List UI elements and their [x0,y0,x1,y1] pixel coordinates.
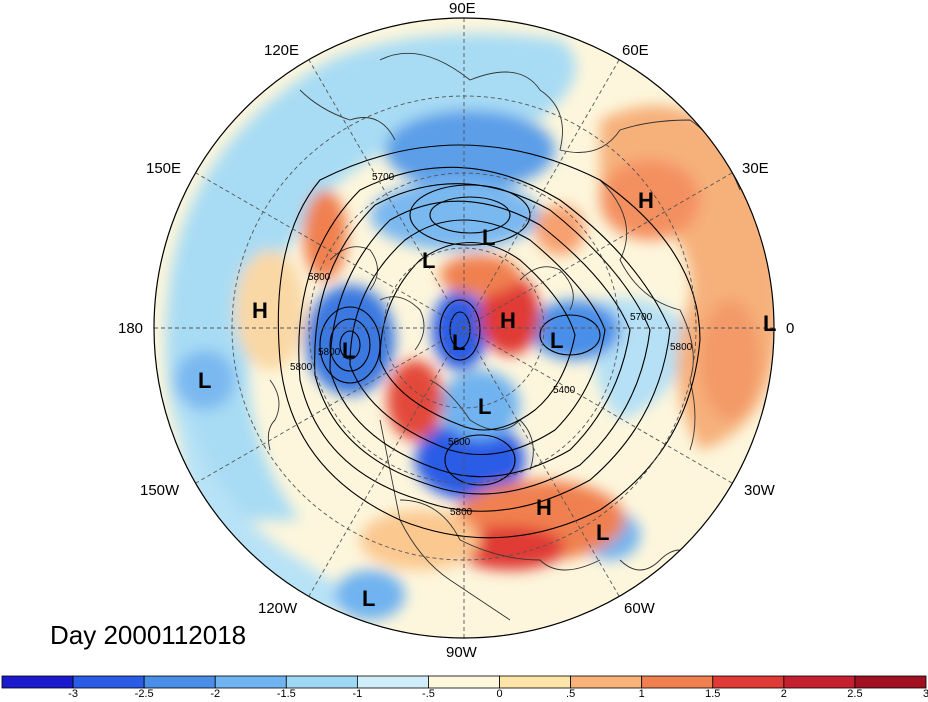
lon-label-0: 0 [786,320,795,337]
colorbar-swatch [712,675,785,689]
low-center-label: L [362,586,375,611]
contour-label: 5800 [318,347,341,358]
lon-label-30w: 30W [744,482,775,499]
colorbar-swatch [854,675,927,689]
colorbar-tick-label: 1 [638,688,645,700]
low-center-label: L [452,330,465,355]
lon-label-90e: 90E [449,0,476,17]
high-center-label: H [638,188,654,213]
lon-label-30e: 30E [742,160,769,177]
high-center-label: H [536,495,552,520]
colorbar-tick-label: -3 [68,688,78,700]
lon-label-150w: 150W [140,482,180,499]
low-center-label: L [478,394,491,419]
contour-label: 5700 [372,172,395,183]
colorbar-swatch [570,675,643,689]
contour-label: 5600 [448,437,471,448]
colorbar-tick-label: 1.5 [705,688,721,700]
colorbar-swatch [143,675,216,689]
contour-labels: 5700 5800 5800 5800 5400 5600 5800 5700 … [290,172,693,518]
low-center-label: L [342,338,355,363]
low-center-label: L [596,520,609,545]
contour-label: 5800 [670,342,693,353]
colorbar-tick-label: -1 [352,688,363,700]
lon-label-120w: 120W [258,600,298,617]
height-contours [277,144,701,539]
high-center-label: H [500,308,516,333]
colorbar-swatch [72,675,145,689]
map-title: Day 2000112018 [50,620,247,650]
low-center-label: L [482,225,495,250]
contour-label: 5700 [630,312,653,323]
lon-label-90w: 90W [446,644,477,661]
graticule [154,18,774,638]
lon-label-60w: 60W [624,600,655,617]
low-center-label: L [422,248,435,273]
colorbar-tick-label: 2 [780,688,787,700]
lon-label-120e: 120E [264,42,300,59]
colorbar-tick-label: 3 [922,688,928,700]
colorbar-swatch [356,675,429,689]
contour-label: 5800 [290,362,313,373]
anomaly-field [154,18,774,638]
colorbar-swatch [641,675,714,689]
colorbar [1,675,927,689]
low-center-label: L [550,328,563,353]
lon-label-150e: 150E [146,160,182,177]
lon-label-180: 180 [118,320,144,337]
colorbar-tick-label: -.5 [422,688,435,700]
colorbar-tick-label: -1.5 [276,688,296,700]
lon-label-60e: 60E [622,42,649,59]
colorbar-tick-label: 0 [496,688,503,700]
colorbar-swatch [783,675,856,689]
contour-label: 5400 [553,385,576,396]
colorbar-swatch [1,675,74,689]
high-center-label: H [252,298,268,323]
low-center-label-edge: L [763,311,776,336]
colorbar-swatch [214,675,287,689]
colorbar-swatch [499,675,572,689]
low-center-label: L [198,368,211,393]
colorbar-tick-label: .5 [566,688,576,700]
pressure-centers: H H H H L L L L L L L L L [198,188,654,611]
contour-label: 5800 [450,507,473,518]
colorbar-tick-label: -2.5 [134,688,154,700]
contour-label: 5800 [308,272,331,283]
colorbar-tick-label: -2 [210,688,221,700]
map-border [153,17,775,639]
colorbar-tick-label: 2.5 [847,688,863,700]
colorbar-swatch [428,675,500,689]
colorbar-swatch [285,675,358,689]
